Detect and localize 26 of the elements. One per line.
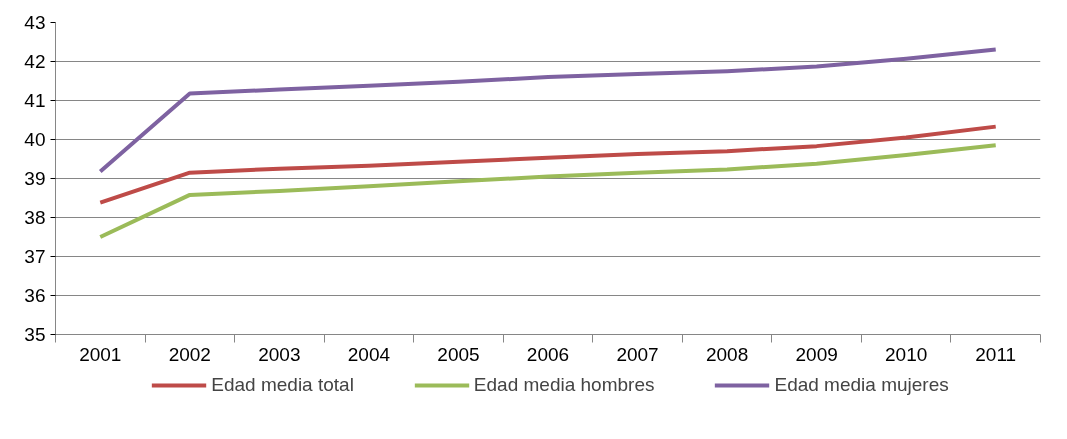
y-tick-label: 42: [24, 51, 46, 72]
x-tick-label: 2011: [975, 343, 1017, 365]
x-tick-label: 2003: [258, 343, 301, 365]
line-series: [98, 47, 998, 174]
x-tick-label: 2001: [79, 343, 122, 365]
x-tick-label: 2007: [616, 343, 659, 365]
x-tick-label: 2008: [705, 343, 749, 365]
y-tick-label: 39: [24, 168, 46, 189]
legend-label: Edad media mujeres: [774, 374, 949, 396]
x-tick-label: 2009: [795, 343, 838, 365]
y-tick-label: 37: [24, 246, 46, 267]
x-tick-label: 2010: [885, 343, 928, 365]
y-tick-label: 35: [24, 324, 46, 345]
line-series: [98, 143, 998, 239]
x-tick-label: 2005: [437, 343, 480, 365]
legend-label: Edad media total: [211, 374, 354, 396]
x-tick-label: 2002: [168, 343, 211, 365]
y-tick-label: 36: [24, 285, 46, 306]
y-tick-label: 43: [24, 12, 46, 33]
legend-label: Edad media hombres: [473, 374, 655, 396]
y-tick-label: 40: [24, 129, 46, 150]
x-tick-label: 2004: [347, 343, 391, 365]
x-tick-label: 2006: [526, 343, 570, 365]
line-series: [98, 124, 998, 205]
y-tick-label: 38: [24, 207, 46, 228]
y-tick-label: 41: [24, 90, 46, 111]
